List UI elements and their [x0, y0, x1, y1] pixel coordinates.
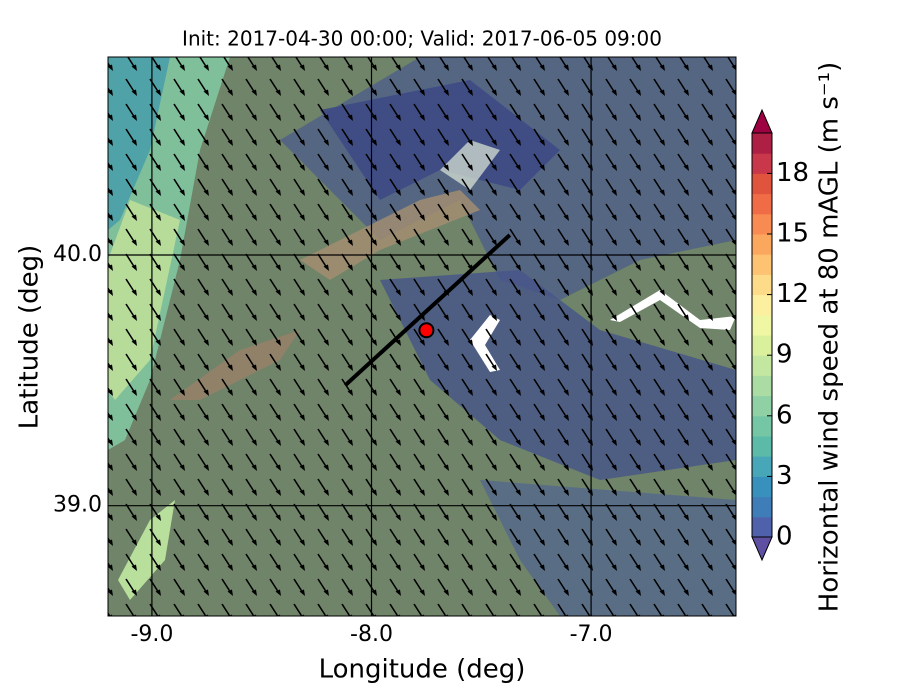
chart-title: Init: 2017-04-30 00:00; Valid: 2017-06-0… — [182, 27, 662, 51]
colorbar-band — [752, 496, 772, 518]
colorbar-band — [752, 213, 772, 235]
colorbar-tick-label: 18 — [776, 158, 809, 188]
colorbar-tick-label: 15 — [776, 219, 809, 249]
colorbar-tick-label: 6 — [776, 400, 793, 430]
colorbar-band — [752, 314, 772, 336]
site-marker — [418, 322, 435, 339]
colorbar-band — [752, 173, 772, 195]
colorbar-tick-label: 12 — [776, 279, 809, 309]
y-axis-label: Latitude (deg) — [15, 245, 45, 430]
x-axis-label: Longitude (deg) — [319, 655, 526, 685]
colorbar-extend-high — [751, 108, 773, 134]
colorbar-band — [752, 415, 772, 437]
colorbar-band — [752, 274, 772, 296]
colorbar-band — [752, 153, 772, 174]
plot-frame — [107, 56, 737, 617]
colorbar-band — [752, 355, 772, 376]
colorbar-band — [752, 456, 772, 477]
colorbar-label: Horizontal wind speed at 80 mAGL (m s⁻¹) — [815, 62, 845, 612]
x-tick-label: -7.0 — [570, 622, 613, 647]
colorbar-tick-label: 3 — [776, 461, 793, 491]
colorbar-band — [752, 294, 772, 316]
colorbar-tick-label: 9 — [776, 340, 793, 370]
cross-section-line — [343, 233, 512, 387]
colorbar-band — [752, 335, 772, 356]
colorbar-band — [752, 375, 772, 397]
colorbar-frame — [751, 132, 773, 538]
colorbar-tick-label: 0 — [776, 522, 793, 552]
colorbar-band — [752, 133, 772, 154]
colorbar-band — [752, 254, 772, 275]
overlay — [343, 233, 512, 387]
x-tick-label: -8.0 — [350, 622, 393, 647]
colorbar-band — [752, 516, 772, 538]
graticule — [108, 57, 736, 616]
y-tick-label: 40.0 — [53, 242, 102, 267]
colorbar-band — [752, 476, 772, 498]
colorbar-band — [752, 395, 772, 417]
y-tick-label: 39.0 — [53, 493, 102, 518]
colorbar-band — [752, 234, 772, 255]
map-background — [108, 57, 736, 616]
colorbar-band — [752, 436, 772, 457]
x-tick-label: -9.0 — [130, 622, 173, 647]
colorbar-extend-low — [751, 536, 773, 562]
colorbar-band — [752, 193, 772, 215]
